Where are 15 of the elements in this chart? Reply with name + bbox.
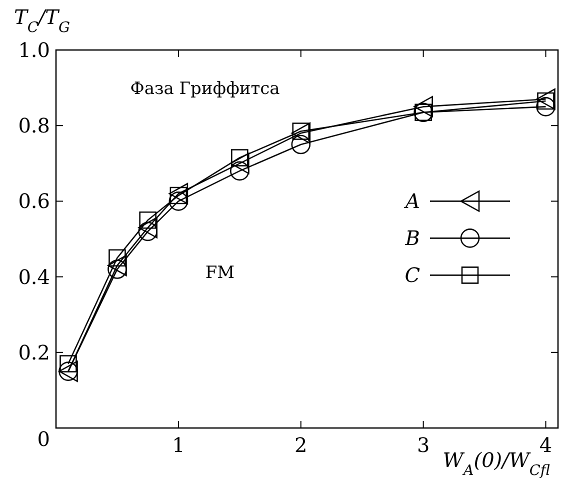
legend-label: B [404,226,420,250]
x-tick-label: 1 [172,433,185,457]
y-axis-title: T$_{C}$/T$_{G}$ [14,5,70,36]
annotation: FM [205,263,235,283]
y-tick-label: 0.2 [18,340,50,364]
legend-label: A [404,189,420,214]
annotation: Фаза Гриффитса [130,79,280,99]
y-tick-label: 0.8 [18,114,50,138]
x-tick-label: 2 [294,433,308,457]
legend-label: C [404,263,420,288]
x-tick-label: 3 [416,433,430,457]
y-tick-label: 1.0 [18,38,50,62]
y-tick-label: 0 [37,427,50,451]
y-tick-label: 0.6 [18,189,50,214]
y-tick-label: 0.4 [18,264,50,289]
